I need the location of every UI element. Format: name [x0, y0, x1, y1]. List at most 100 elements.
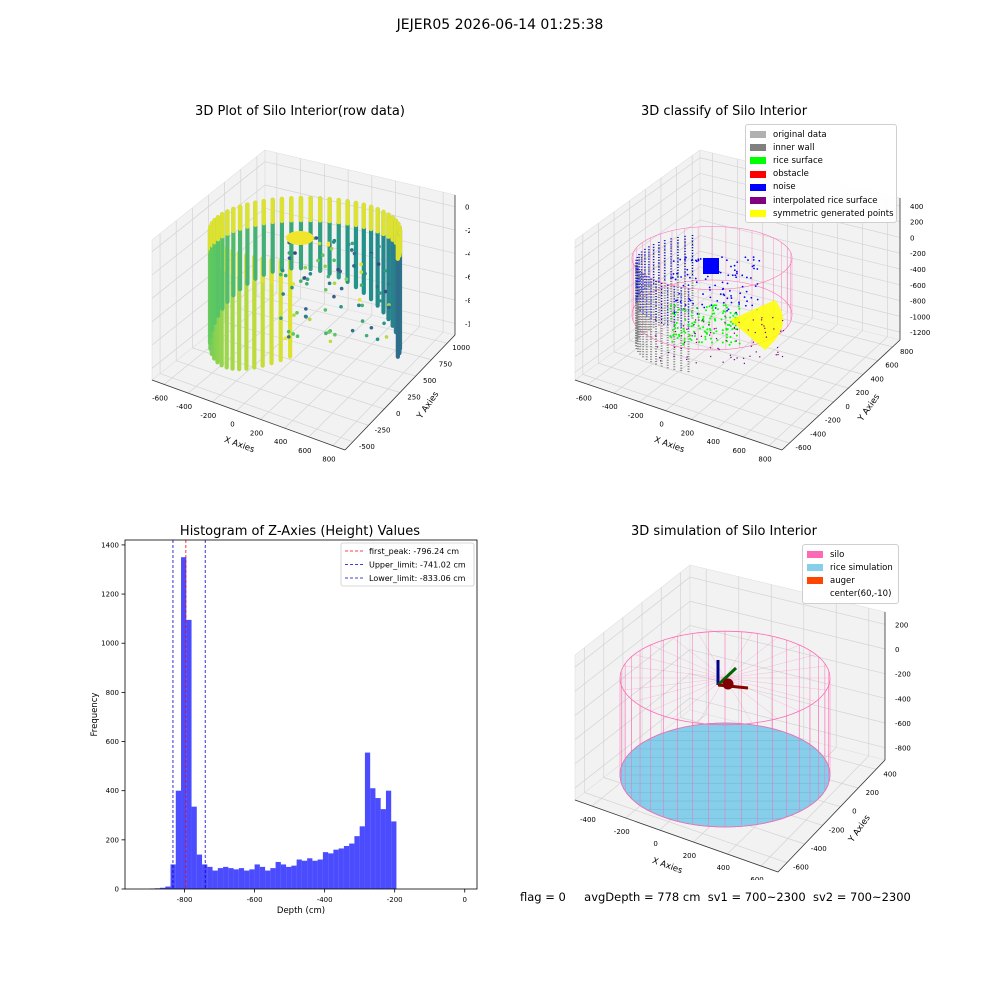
histogram-title: Histogram of Z-Axies (Height) Values: [179, 524, 421, 539]
classify-noise-point: [753, 264, 755, 267]
classify-rice-surface-point: [728, 343, 731, 346]
classify-interpolated-point: [713, 328, 715, 330]
classify-rice-surface-point: [708, 321, 711, 324]
classify-rice-surface-point: [669, 307, 672, 310]
classify-noise-point: [730, 265, 732, 268]
simulation-silo-roof-spoke: [724, 677, 778, 719]
classify-gridline: [699, 235, 901, 286]
classify-rice-surface-point: [726, 323, 729, 326]
raw-data-point: [283, 336, 288, 341]
classify-noise-point: [752, 256, 755, 258]
classify-noise-point: [730, 294, 732, 297]
classify-noise-point: [756, 283, 759, 285]
histogram-bar: [364, 752, 371, 889]
classify-legend-label: original data: [773, 129, 827, 140]
classify-rice-surface-point: [725, 327, 728, 330]
classify-rice-surface-point: [682, 327, 685, 330]
classify-noise-point: [733, 269, 736, 272]
classify-noise-point: [671, 276, 674, 279]
classify-interpolated-point: [765, 336, 768, 338]
classify-noise-point: [741, 274, 744, 277]
raw-data-point: [308, 271, 313, 276]
classify-rice-surface-point: [735, 313, 738, 316]
histogram-y-tick-label: 1000: [101, 640, 119, 648]
classify-legend-swatch: [750, 210, 766, 218]
classify-rice-surface-point: [721, 332, 724, 335]
classify-rice-surface-point: [682, 308, 685, 311]
raw-data-point: [278, 272, 283, 277]
classify-interpolated-point: [764, 331, 767, 334]
classify-silo-bottom-rim: [631, 279, 793, 351]
raw-data-point: [376, 262, 381, 266]
classify-rice-surface-point: [729, 324, 732, 327]
histogram-x-tick-label: -400: [317, 896, 333, 904]
histogram-bar: [207, 866, 213, 889]
classify-rice-surface-point: [729, 311, 732, 314]
classify-rice-surface-point: [698, 341, 701, 344]
classify-noise-point: [756, 298, 759, 301]
classify-noise-point: [738, 301, 740, 304]
classify-x-tick-label: -400: [602, 403, 618, 411]
classify-y-tick-label: -200: [825, 417, 841, 425]
classify-rice-surface-point: [729, 336, 732, 339]
histogram-y-axis-label: Frequency: [90, 693, 100, 737]
simulation-legend-label: rice simulation: [830, 562, 893, 573]
classify-noise-point: [751, 304, 754, 307]
classify-interpolated-point: [667, 351, 670, 354]
raw-y-tick-label: 750: [439, 361, 452, 369]
classify-interpolated-point: [695, 362, 697, 364]
classify-noise-point: [750, 277, 752, 279]
classify-y-tick-label: -400: [810, 430, 826, 438]
classify-noise-point: [744, 304, 747, 307]
raw-z-tick-label: -800: [465, 297, 470, 305]
classify-interpolated-point: [663, 324, 665, 326]
classify-y-tick-label: -600: [795, 444, 811, 452]
simulation-x-tick-label: 400: [717, 864, 730, 872]
raw-data-point: [281, 292, 285, 296]
raw-data-point: [326, 241, 331, 246]
simulation-y-tick-label: -400: [811, 845, 827, 853]
classify-noise-point: [751, 265, 754, 268]
classify-legend-entry: noise: [750, 181, 892, 194]
classify-rice-surface-point: [711, 305, 714, 308]
raw-y-tick-label: 1000: [452, 344, 470, 352]
classify-interpolated-point: [733, 358, 736, 361]
histogram-bar: [244, 870, 250, 889]
raw-gridline: [176, 360, 369, 426]
classify-noise-point: [682, 284, 685, 287]
classify-noise-point: [688, 298, 691, 301]
classify-y-tick-label: 200: [856, 389, 869, 397]
classify-noise-point: [733, 264, 736, 267]
classify-interpolated-point: [693, 332, 696, 334]
classify-gridline: [582, 374, 790, 444]
raw-gridline: [159, 373, 353, 443]
classify-interpolated-point: [776, 346, 779, 349]
classify-gridline: [574, 204, 701, 295]
raw-data-point: [331, 240, 336, 244]
raw-data-point: [295, 334, 300, 339]
classify-legend-label: inner wall: [773, 142, 815, 153]
simulation-legend-swatch: [807, 591, 823, 598]
classify-rice-surface-point: [716, 308, 719, 311]
simulation-silo-roof-spoke: [724, 677, 816, 702]
classify-interpolated-point: [724, 321, 726, 324]
raw-gridline: [264, 184, 456, 231]
histogram-x-tick-label: -200: [387, 896, 403, 904]
simulation-legend-label: auger: [830, 575, 855, 586]
simulation-gridline: [689, 600, 886, 650]
raw-x-tick-label: -200: [200, 412, 216, 420]
classify-z-tick-label: -800: [910, 298, 926, 306]
raw-y-tick-label: 500: [423, 377, 436, 385]
classify-rice-surface-point: [680, 331, 683, 334]
raw-data-point: [339, 286, 344, 291]
classify-interpolated-point: [724, 315, 726, 317]
classify-y-axis-line: [781, 339, 901, 451]
classify-noise-point: [676, 299, 679, 302]
classify-rice-surface-point: [698, 313, 701, 316]
classify-noise-point: [670, 277, 672, 279]
simulation-z-tick-label: -200: [895, 671, 911, 679]
raw-data-point: [327, 281, 332, 286]
raw-data-point: [286, 335, 291, 339]
classify-interpolated-point: [686, 356, 688, 358]
histogram-bar: [186, 619, 192, 889]
